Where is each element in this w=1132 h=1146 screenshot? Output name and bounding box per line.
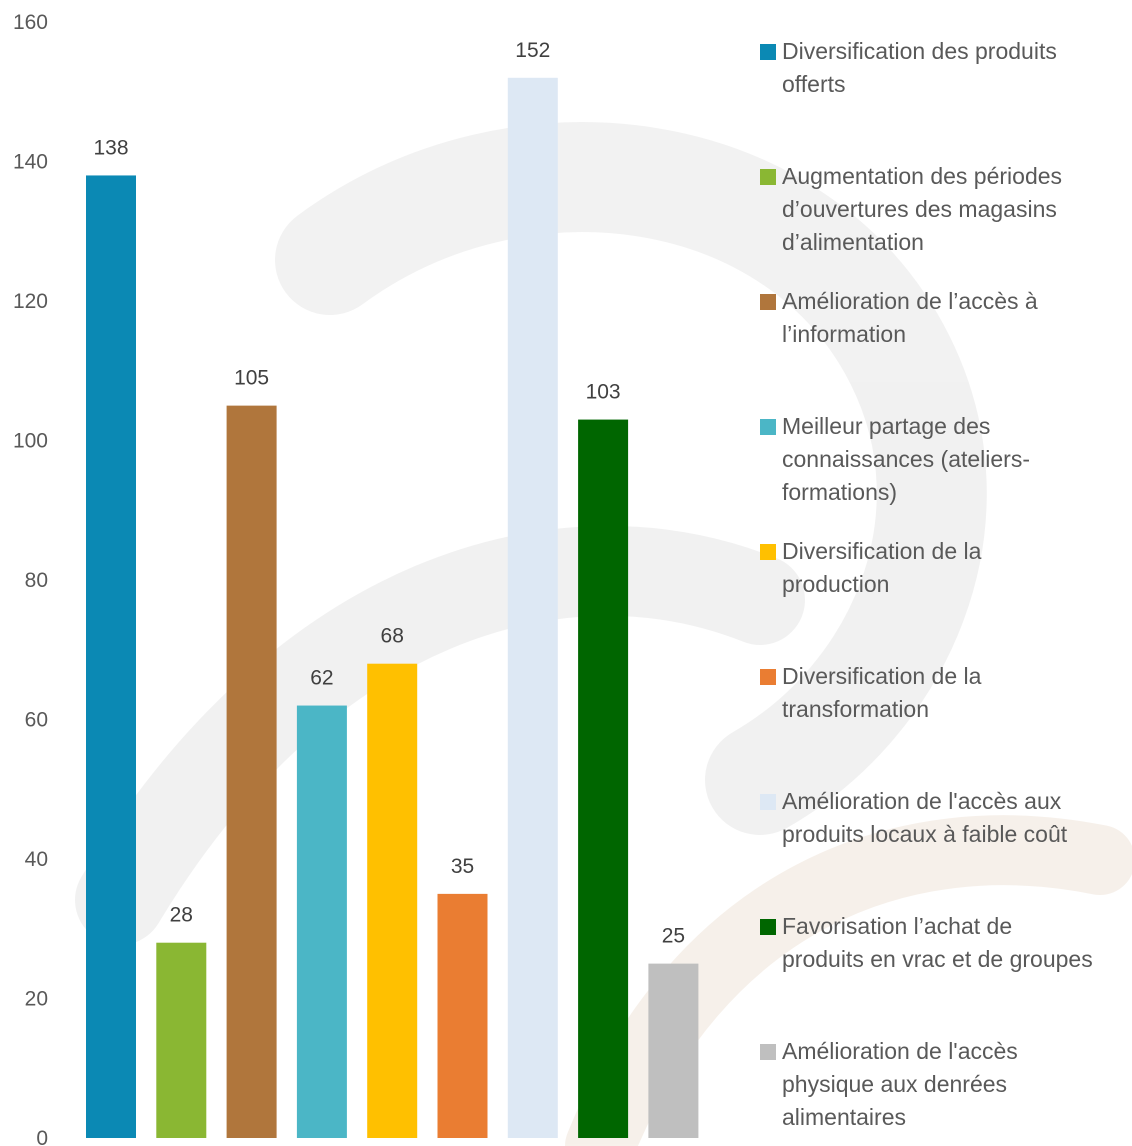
legend-item: Diversification de la transformation [760,663,982,722]
legend-label-line: l’information [782,321,906,347]
legend-label: Meilleur partage des connaissances (ateli… [782,413,1030,505]
value-label: 25 [662,925,685,948]
legend-item: Amélioration de l'accès aux produits loca… [760,788,1068,847]
value-label: 138 [93,136,128,159]
legend-item: Diversification des produits offerts [760,38,1057,97]
legend-item: Amélioration de l'accès physique aux denr… [760,1038,1018,1130]
y-tick-label: 120 [13,290,48,313]
legend-label: Amélioration de l'accès physique aux denr… [782,1038,1018,1130]
legend-item: Diversification de la production [760,538,982,597]
value-label: 103 [586,381,621,404]
legend-swatch [760,544,776,560]
value-label: 152 [515,39,550,62]
legend-label-line: formations) [782,479,897,505]
value-label: 68 [381,625,404,648]
bar [507,77,558,1138]
legend-label-line: d’alimentation [782,229,924,255]
legend-label-line: d’ouvertures des magasins [782,196,1057,222]
legend-item: Augmentation des périodes d’ouvertures de… [760,163,1062,255]
legend-label-line: Diversification de la [782,538,982,564]
legend-label: Amélioration de l’accès à l’information [782,288,1038,347]
y-tick-label: 160 [13,11,48,34]
y-axis: 0 20 40 60 80 100 120 140 160 [13,11,48,1146]
y-tick-label: 80 [25,569,48,592]
legend-swatch [760,669,776,685]
legend-label: Favorisation l’achat de produits en vrac … [782,913,1093,972]
y-tick-label: 100 [13,430,48,453]
legend-label-line: Amélioration de l'accès [782,1038,1018,1064]
legend: Diversification des produits offerts Augme… [760,38,1093,1130]
legend-label-line: physique aux denrées [782,1071,1007,1097]
legend-label-line: Diversification de la [782,663,982,689]
legend-swatch [760,44,776,60]
legend-label: Diversification de la transformation [782,663,982,722]
bars [86,77,699,1138]
bar [86,175,136,1138]
legend-item: Amélioration de l’accès à l’information [760,288,1038,347]
legend-label-line: connaissances (ateliers- [782,446,1030,472]
legend-label-line: produits locaux à faible coût [782,821,1068,847]
legend-label-line: offerts [782,71,846,97]
legend-label-line: alimentaires [782,1104,906,1130]
legend-label-line: Amélioration de l'accès aux [782,788,1062,814]
value-labels: 138 28 105 62 68 35 152 103 25 [93,39,685,948]
bar [156,942,207,1138]
bar [578,419,629,1138]
legend-swatch [760,794,776,810]
legend-label: Amélioration de l'accès aux produits loca… [782,788,1068,847]
bar [437,893,488,1138]
y-tick-label: 60 [25,709,48,732]
bar [367,663,418,1138]
y-tick-label: 40 [25,848,48,871]
legend-label: Augmentation des périodes d’ouvertures de… [782,163,1062,255]
value-label: 105 [234,367,269,390]
legend-swatch [760,169,776,185]
y-tick-label: 20 [25,988,48,1011]
bar [296,705,347,1138]
legend-label: Diversification des produits offerts [782,38,1057,97]
legend-label-line: Favorisation l’achat de [782,913,1012,939]
legend-swatch [760,919,776,935]
legend-item: Favorisation l’achat de produits en vrac … [760,913,1093,972]
value-label: 62 [310,667,333,690]
legend-label-line: Diversification des produits [782,38,1057,64]
legend-label-line: Meilleur partage des [782,413,990,439]
legend-swatch [760,1044,776,1060]
value-label: 35 [451,855,474,878]
bar [648,963,699,1138]
y-tick-label: 0 [36,1127,48,1146]
legend-label-line: Amélioration de l’accès à [782,288,1038,314]
legend-label-line: transformation [782,696,929,722]
legend-label: Diversification de la production [782,538,982,597]
legend-swatch [760,419,776,435]
legend-label-line: Augmentation des périodes [782,163,1062,189]
legend-item: Meilleur partage des connaissances (ateli… [760,413,1030,505]
legend-label-line: production [782,571,889,597]
value-label: 28 [170,904,193,927]
legend-swatch [760,294,776,310]
y-tick-label: 140 [13,151,48,174]
legend-label-line: produits en vrac et de groupes [782,946,1093,972]
bar [226,405,277,1138]
